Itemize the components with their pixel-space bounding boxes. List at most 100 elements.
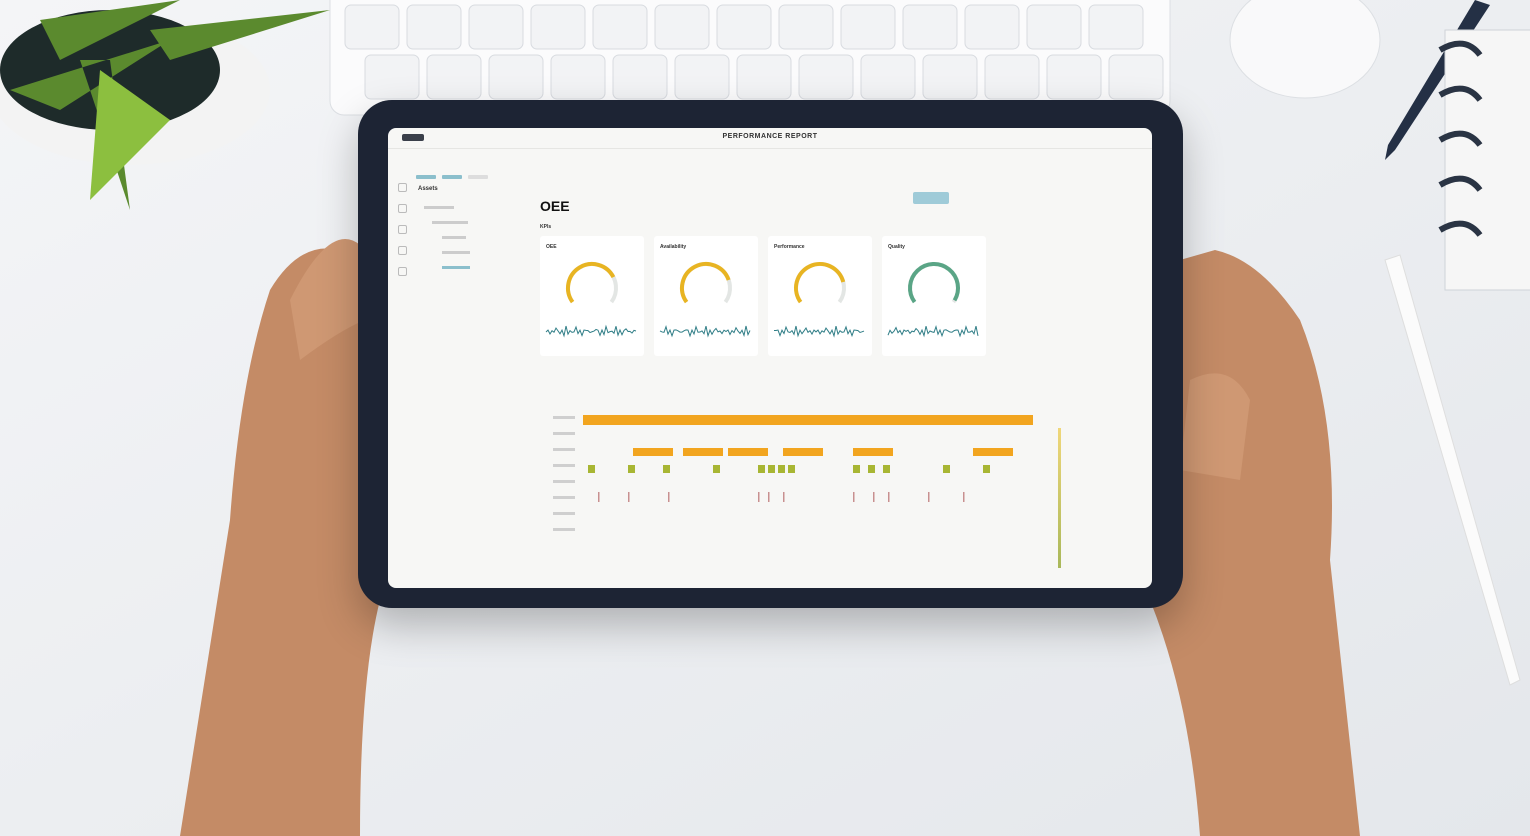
sparkline [887, 324, 979, 338]
gauge-fill [566, 262, 616, 304]
kpi-card[interactable]: Quality [882, 236, 986, 356]
timeline-row-label [553, 480, 575, 483]
kpi-card[interactable]: Availability [654, 236, 758, 356]
machine-state-timeline [553, 415, 1033, 531]
keyboard-key [468, 4, 524, 50]
timeline-event-segment [943, 465, 950, 473]
timeline-event-segment [628, 465, 635, 473]
mouse [1229, 0, 1381, 99]
timeline-state-segment [728, 448, 768, 456]
keyboard [329, 0, 1171, 116]
timeline-legend [1058, 428, 1061, 568]
period-button[interactable] [913, 192, 949, 204]
gauge-fill [680, 262, 731, 304]
tablet-screen: PERFORMANCE REPORT Assets OEE KPIs OEE Av… [388, 128, 1152, 588]
notebook-ring [1438, 40, 1483, 57]
asset-tree[interactable] [424, 206, 470, 281]
keyboard-key [860, 54, 916, 100]
keyboard-key [1088, 4, 1144, 50]
timeline-alarm-tick [928, 492, 930, 502]
kpi-card-label: OEE [546, 244, 557, 250]
app-title: PERFORMANCE REPORT [722, 133, 818, 140]
timeline-event-segment [588, 465, 595, 473]
icon-rail[interactable] [396, 183, 408, 303]
timeline-event-segment [758, 465, 765, 473]
timeline-row-label [553, 432, 575, 435]
timeline-state-segment [633, 448, 673, 456]
keyboard-key [798, 54, 854, 100]
notebook-ring [1438, 220, 1483, 237]
notebook-ring [1438, 85, 1483, 102]
keyboard-key [716, 4, 772, 50]
keyboard-key [344, 4, 400, 50]
keyboard-key [984, 54, 1040, 100]
kpi-card[interactable]: OEE [540, 236, 644, 356]
timeline-alarm-tick [853, 492, 855, 502]
keyboard-key [550, 54, 606, 100]
timeline-event-segment [983, 465, 990, 473]
kpi-gauge [887, 262, 979, 338]
keyboard-key [674, 54, 730, 100]
left-hand [180, 239, 380, 836]
section-label: KPIs [540, 224, 552, 230]
timeline-event-segment [768, 465, 775, 473]
timeline-state-segment [783, 448, 823, 456]
keyboard-key [612, 54, 668, 100]
sparkline [545, 324, 637, 338]
plant [0, 0, 330, 210]
keyboard-key [736, 54, 792, 100]
timeline-alarm-tick [873, 492, 875, 502]
timeline-summary-bar [583, 415, 1033, 425]
keyboard-key [840, 4, 896, 50]
timeline-row-label [553, 528, 575, 531]
right-hand [1150, 250, 1360, 836]
timeline-alarm-tick [628, 492, 630, 502]
keyboard-key [364, 54, 420, 100]
timeline-alarm-tick [598, 492, 600, 502]
keyboard-key [426, 54, 482, 100]
keyboard-key [922, 54, 978, 100]
timeline-event-segment [868, 465, 875, 473]
sparkline [773, 325, 865, 338]
timeline-event-segment [713, 465, 720, 473]
kpi-card-label: Availability [660, 244, 687, 250]
timeline-state-segment [973, 448, 1013, 456]
timeline-alarm-tick [963, 492, 965, 502]
notebook-ring [1438, 175, 1483, 192]
timeline-alarm-tick [768, 492, 770, 502]
keyboard-key [902, 4, 958, 50]
keyboard-key [488, 54, 544, 100]
kpi-card-label: Performance [774, 244, 805, 250]
gauge-fill [908, 262, 960, 304]
timeline-alarm-tick [888, 492, 890, 502]
notebook-ring [1438, 130, 1483, 147]
gauge-fill [794, 262, 846, 304]
timeline-event-segment [788, 465, 795, 473]
kpi-gauge [545, 262, 637, 338]
title-bar: PERFORMANCE REPORT [388, 128, 1152, 149]
stylus [1384, 254, 1521, 686]
app-logo [402, 134, 424, 141]
timeline-alarm-tick [783, 492, 785, 502]
kpi-card[interactable]: Performance [768, 236, 872, 356]
timeline-event-segment [663, 465, 670, 473]
timeline-event-segment [778, 465, 785, 473]
timeline-alarm-tick [668, 492, 670, 502]
timeline-event-segment [883, 465, 890, 473]
timeline-state-segment [853, 448, 893, 456]
timeline-state-segment [683, 448, 723, 456]
sparkline [659, 325, 751, 338]
kpi-gauge [773, 262, 865, 338]
kpi-gauge [659, 262, 751, 338]
timeline-row-label [553, 416, 575, 419]
keyboard-key [406, 4, 462, 50]
keyboard-key [778, 4, 834, 50]
nav-tabs[interactable] [416, 166, 536, 179]
kpi-card-label: Quality [888, 244, 905, 250]
page-title: OEE [540, 198, 570, 214]
keyboard-key [1046, 54, 1102, 100]
assets-title: Assets [418, 186, 438, 192]
timeline-row-label [553, 448, 575, 451]
keyboard-key [654, 4, 710, 50]
keyboard-key [1026, 4, 1082, 50]
